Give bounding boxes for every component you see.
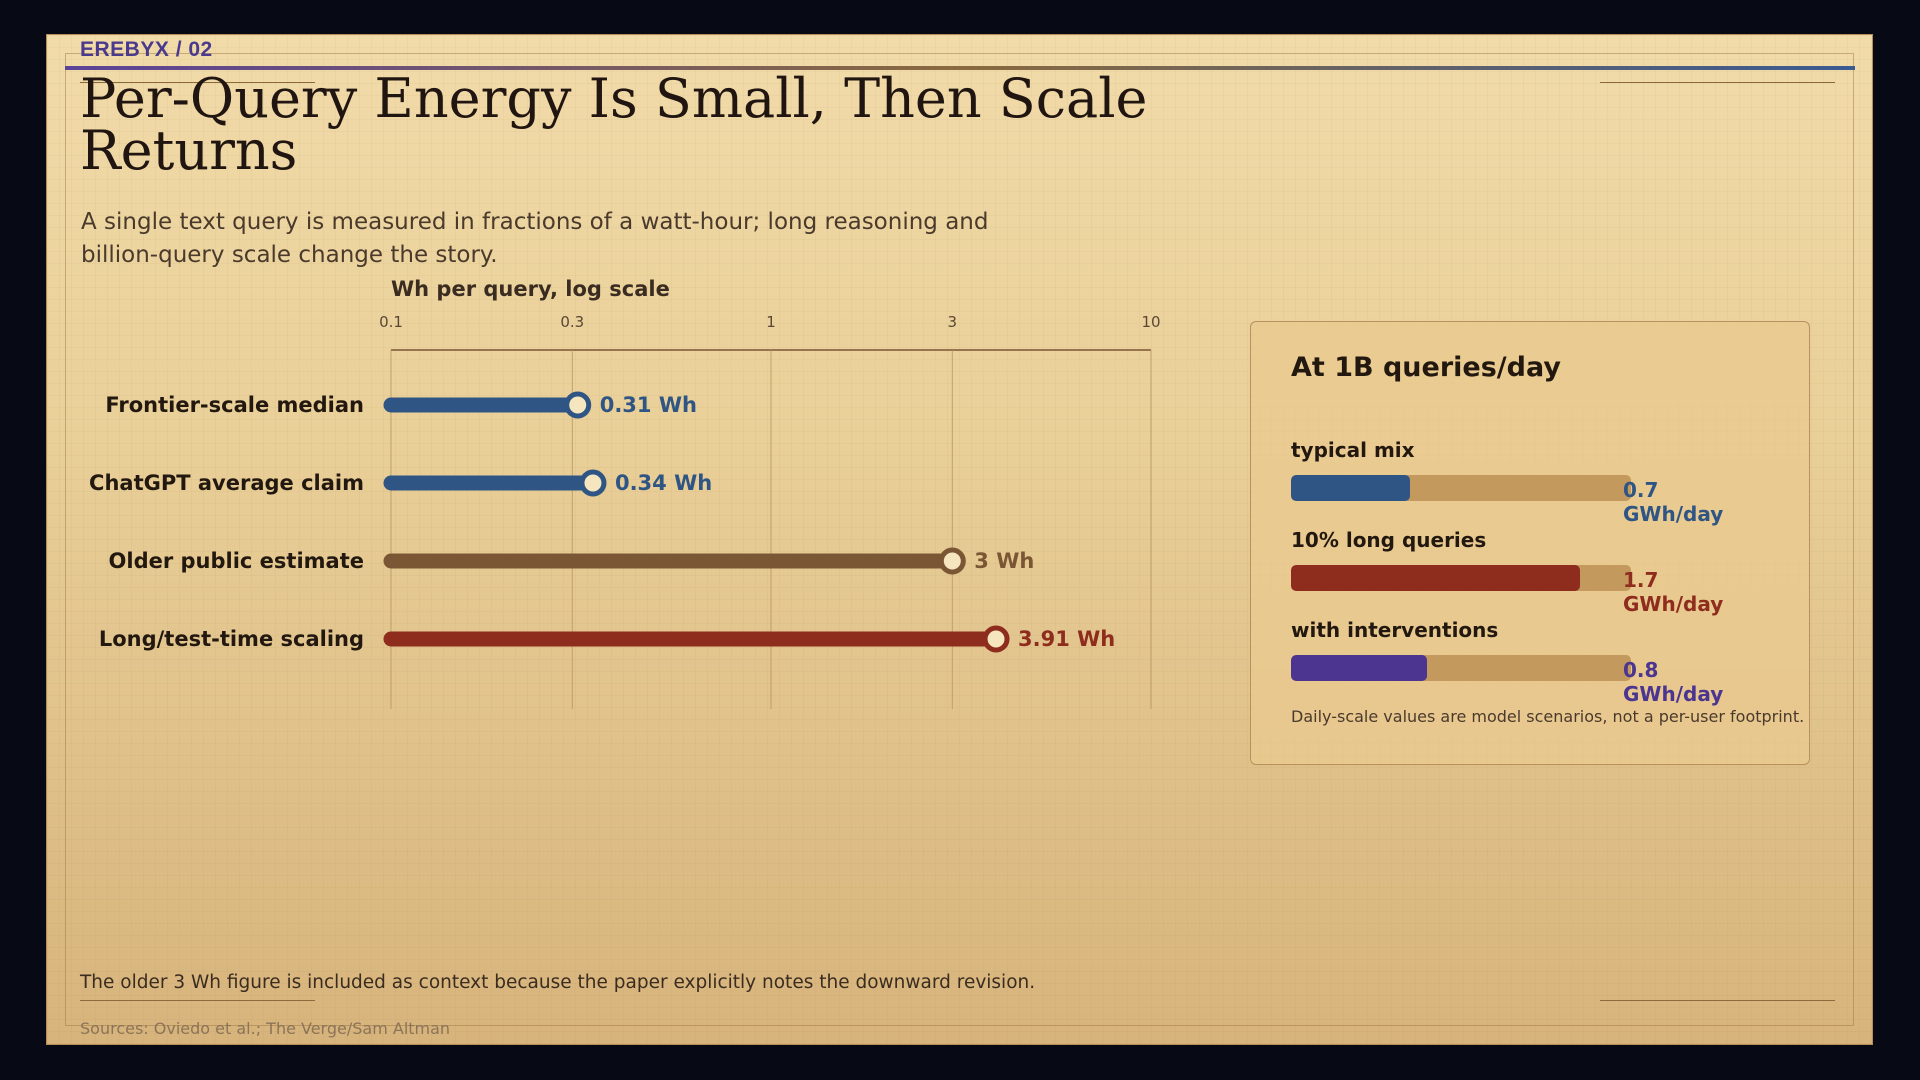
category-label: ChatGPT average claim xyxy=(89,471,364,495)
bar-endpoint-marker xyxy=(564,391,592,419)
x-tick-label: 1 xyxy=(766,313,776,331)
corner-rule-top-left xyxy=(80,82,315,83)
scenario-value: 0.7 GWh/day xyxy=(1623,478,1724,526)
scale-panel: At 1B queries/day typical mix 0.7 GWh/da… xyxy=(1250,321,1810,765)
bar-endpoint-marker xyxy=(982,625,1010,653)
x-tick-label: 3 xyxy=(948,313,958,331)
value-label: 0.31 Wh xyxy=(600,393,697,417)
panel-note: Daily-scale values are model scenarios, … xyxy=(1291,707,1805,726)
x-tick-label: 0.3 xyxy=(560,313,584,331)
corner-rule-top-right xyxy=(1600,82,1835,83)
category-label: Frontier-scale median xyxy=(105,393,364,417)
page-title: Per-Query Energy Is Small, Then Scale Re… xyxy=(80,67,1148,182)
scenario-value: 0.8 GWh/day xyxy=(1623,658,1724,706)
x-tick-label: 10 xyxy=(1141,313,1160,331)
scenario-label: with interventions xyxy=(1291,618,1499,642)
category-label: Long/test-time scaling xyxy=(99,627,364,651)
corner-rule-bottom-left xyxy=(80,1000,315,1001)
value-label: 3.91 Wh xyxy=(1018,627,1115,651)
scenario-fill xyxy=(1291,475,1410,501)
value-label: 3 Wh xyxy=(974,549,1034,573)
scenario-label: 10% long queries xyxy=(1291,528,1487,552)
energy-lollipop-chart: Wh per query, log scale 0.1 0.3 1 3 10 Front… xyxy=(89,277,1161,709)
bar-endpoint-marker xyxy=(579,469,607,497)
x-axis-label: Wh per query, log scale xyxy=(391,277,670,301)
scenario-value: 1.7 GWh/day xyxy=(1623,568,1724,616)
scenario-track xyxy=(1291,565,1631,591)
bar-endpoint-marker xyxy=(938,547,966,575)
x-tick-label: 0.1 xyxy=(379,313,403,331)
category-label: Older public estimate xyxy=(109,549,364,573)
footnote: The older 3 Wh figure is included as con… xyxy=(80,972,1036,993)
value-label: 0.34 Wh xyxy=(615,471,712,495)
scenario-track xyxy=(1291,475,1631,501)
scenario-track xyxy=(1291,655,1631,681)
page-subtitle: A single text query is measured in fract… xyxy=(81,209,989,268)
slide: EREBYX / 02 Per-Query Energy Is Small, T… xyxy=(46,34,1873,1045)
scenario-typical-mix: typical mix 0.7 GWh/day xyxy=(1291,438,1761,526)
scenario-fill xyxy=(1291,565,1580,591)
scenario-with-interventions: with interventions 0.8 GWh/day xyxy=(1291,618,1761,706)
sources-line: Sources: Oviedo et al.; The Verge/Sam Al… xyxy=(80,1019,451,1038)
panel-title: At 1B queries/day xyxy=(1291,352,1561,383)
corner-rule-bottom-right xyxy=(1600,1000,1835,1001)
scenario-long-queries: 10% long queries 1.7 GWh/day xyxy=(1291,528,1761,616)
kicker-label: EREBYX / 02 xyxy=(80,38,213,61)
scenario-label: typical mix xyxy=(1291,438,1415,462)
scenario-fill xyxy=(1291,655,1427,681)
kicker-rule xyxy=(65,66,1855,70)
